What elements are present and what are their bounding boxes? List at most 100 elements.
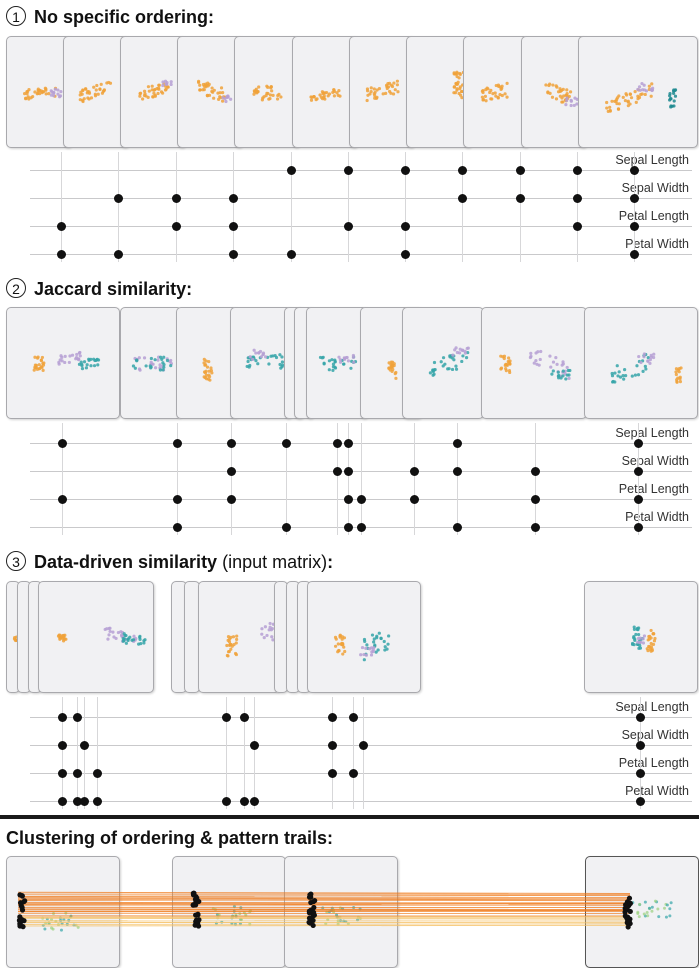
scatter-point bbox=[504, 367, 508, 371]
scatter-point bbox=[628, 102, 632, 106]
scatter-point bbox=[394, 370, 398, 375]
scatter-point bbox=[362, 637, 367, 642]
dimension-dot bbox=[172, 438, 182, 448]
scatter-point bbox=[439, 360, 443, 364]
scatter-point bbox=[675, 379, 679, 384]
scatter-point bbox=[163, 79, 168, 83]
scatter-panel bbox=[584, 581, 698, 693]
scatter-point bbox=[78, 354, 82, 358]
scatter-point bbox=[268, 93, 273, 97]
scatter-point bbox=[338, 360, 343, 364]
scatter-point bbox=[205, 365, 210, 369]
scatter-point bbox=[275, 97, 280, 101]
column-connector bbox=[535, 423, 536, 535]
scatter-point bbox=[330, 358, 334, 362]
scatter-point bbox=[26, 95, 30, 99]
dimension-row-line bbox=[30, 717, 692, 718]
column-connector bbox=[462, 152, 463, 262]
scatter-point bbox=[322, 362, 326, 366]
scatter-point bbox=[92, 364, 97, 368]
scatter-point bbox=[53, 87, 57, 91]
scatter-point bbox=[124, 641, 128, 645]
scatter-point bbox=[639, 92, 643, 97]
scatter-point bbox=[144, 364, 148, 368]
scatter-point bbox=[217, 97, 221, 101]
column-connector bbox=[414, 423, 415, 535]
scatter-point bbox=[151, 95, 155, 99]
scatter-point bbox=[639, 360, 643, 365]
scatter-point bbox=[122, 638, 126, 643]
scatter-point bbox=[373, 90, 377, 95]
scatter-point bbox=[158, 363, 162, 367]
dimension-dot bbox=[332, 438, 342, 448]
scatter-plot-thumbnail bbox=[138, 79, 173, 101]
scatter-point bbox=[452, 71, 456, 75]
cluster-panel bbox=[172, 856, 286, 968]
scatter-plot-thumbnail bbox=[499, 349, 572, 381]
scatter-point bbox=[75, 352, 79, 357]
dimension-dot bbox=[629, 193, 639, 203]
scatter-point bbox=[608, 109, 612, 113]
scatter-point bbox=[337, 88, 341, 93]
scatter-point bbox=[376, 648, 380, 652]
dimension-dot bbox=[515, 165, 525, 175]
scatter-point bbox=[146, 95, 150, 100]
trail-endpoint bbox=[192, 896, 199, 903]
scatter-point bbox=[551, 83, 555, 87]
scatter-point bbox=[202, 361, 206, 365]
trail-endpoint bbox=[19, 917, 25, 923]
scatter-point bbox=[431, 369, 435, 374]
column-connector bbox=[640, 697, 641, 809]
scatter-point bbox=[387, 634, 391, 638]
scatter-point bbox=[153, 366, 158, 370]
scatter-point bbox=[231, 635, 236, 639]
scatter-point bbox=[262, 95, 266, 99]
scatter-point bbox=[454, 81, 458, 86]
trail-background-point bbox=[43, 927, 47, 931]
scatter-point bbox=[331, 362, 336, 366]
scatter-point bbox=[494, 83, 498, 88]
scatter-plot-thumbnail bbox=[202, 357, 214, 382]
scatter-point bbox=[446, 367, 450, 371]
scatter-point bbox=[96, 358, 101, 362]
dimension-dot bbox=[629, 221, 639, 231]
pattern-trail bbox=[17, 898, 631, 901]
dimension-row-label: Sepal Length bbox=[615, 700, 689, 714]
scatter-point bbox=[68, 354, 72, 358]
scatter-point bbox=[616, 374, 620, 378]
scatter-point bbox=[100, 91, 105, 95]
scatter-point bbox=[364, 646, 368, 650]
scatter-point bbox=[143, 638, 147, 642]
scatter-plot-thumbnail bbox=[131, 355, 173, 372]
pattern-trail bbox=[17, 917, 631, 920]
scatter-point bbox=[33, 90, 37, 94]
scatter-point bbox=[366, 93, 370, 97]
scatter-point bbox=[225, 643, 229, 648]
scatter-point bbox=[637, 633, 641, 637]
scatter-point bbox=[372, 637, 376, 641]
scatter-point bbox=[653, 636, 657, 641]
scatter-point bbox=[153, 358, 157, 362]
scatter-point bbox=[133, 366, 137, 370]
section-title-text: No specific ordering: bbox=[34, 7, 215, 27]
scatter-point bbox=[228, 637, 232, 641]
dimension-row-label: Sepal Width bbox=[621, 728, 689, 742]
scatter-panel bbox=[230, 307, 292, 419]
scatter-point bbox=[79, 360, 83, 364]
scatter-point bbox=[677, 370, 681, 374]
scatter-point bbox=[375, 636, 379, 640]
scatter-point bbox=[450, 367, 455, 372]
scatter-point bbox=[161, 83, 165, 88]
trail-background-point bbox=[669, 901, 673, 905]
scatter-point bbox=[120, 634, 124, 638]
scatter-point bbox=[254, 359, 258, 363]
scatter-point bbox=[645, 647, 649, 651]
dimension-row-label: Sepal Length bbox=[615, 426, 689, 440]
scatter-point bbox=[389, 83, 393, 87]
scatter-point bbox=[166, 85, 170, 89]
pattern-trail bbox=[17, 916, 631, 918]
scatter-point bbox=[386, 642, 390, 646]
scatter-point bbox=[80, 367, 85, 371]
pattern-trail bbox=[17, 903, 631, 906]
scatter-point bbox=[141, 97, 145, 101]
